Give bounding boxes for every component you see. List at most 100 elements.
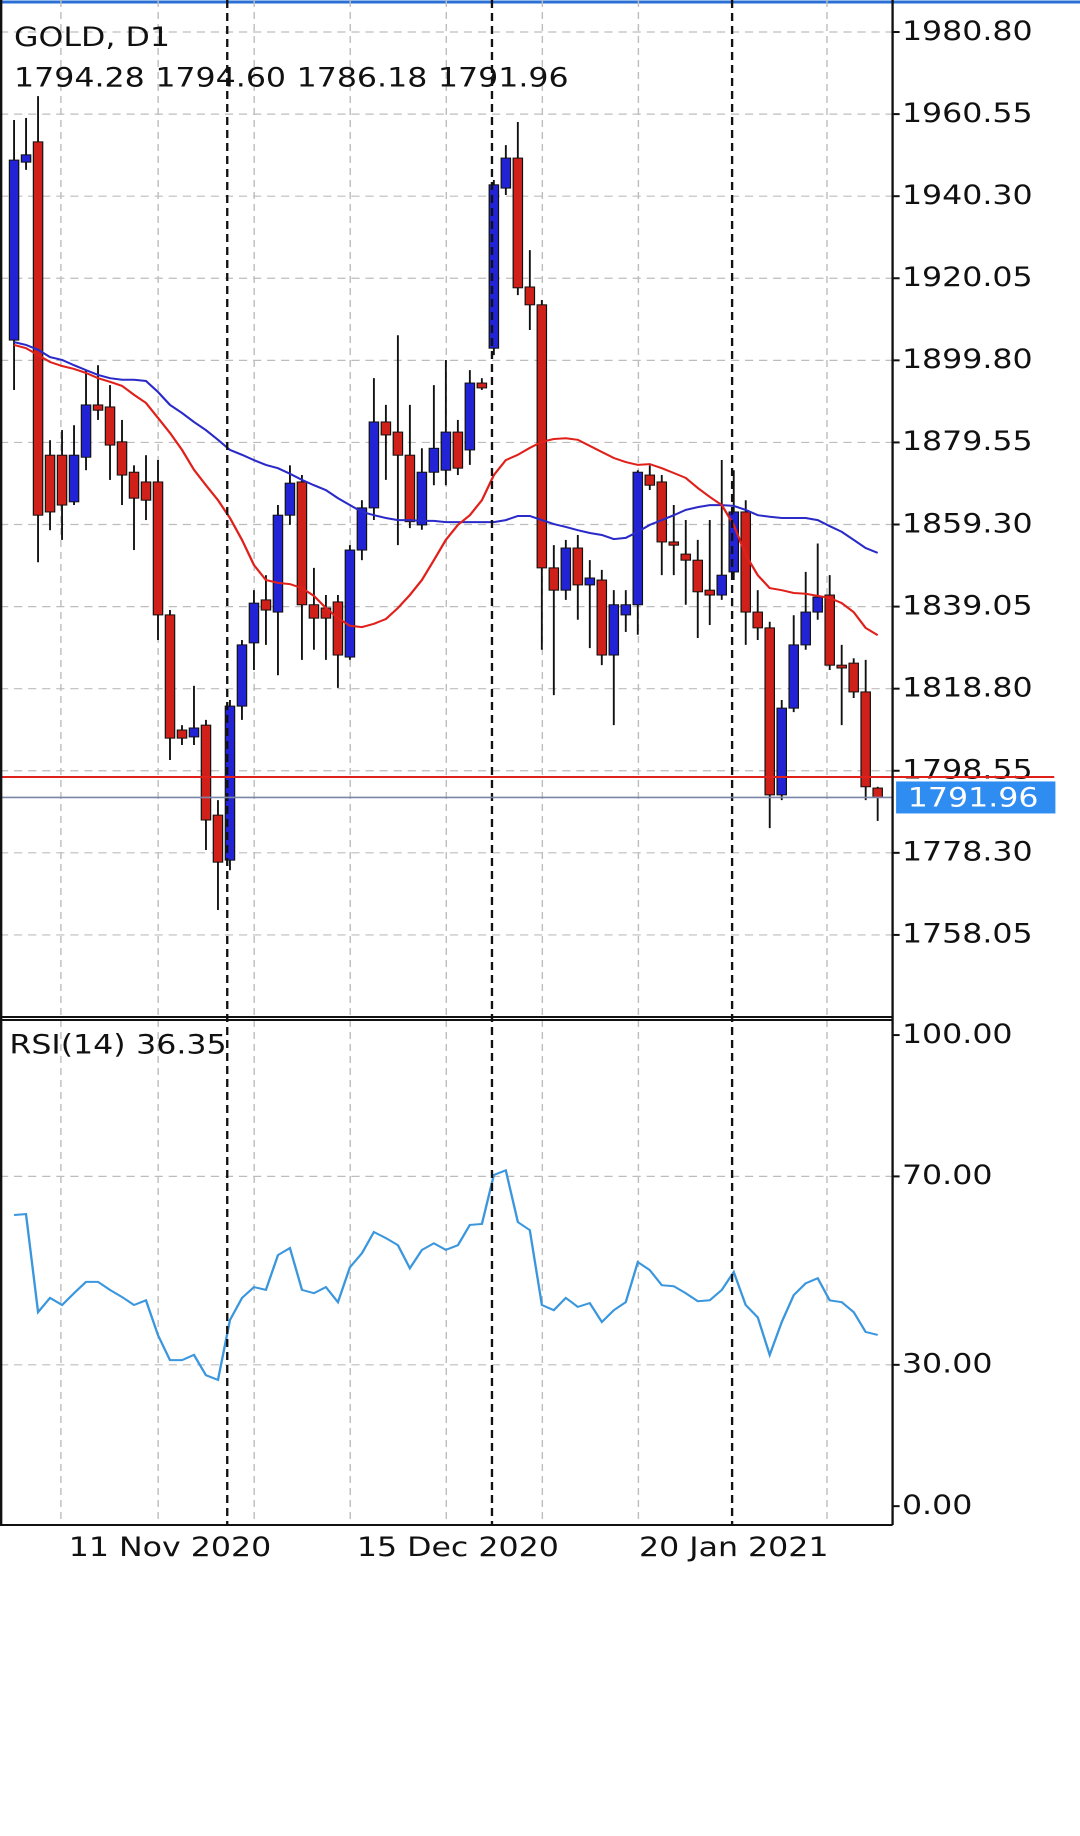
candle-body [716,574,728,596]
indicator-title: RSI(14) 36.35 [9,1028,226,1059]
candle-body [140,481,152,501]
candle-body [356,507,368,551]
candle-body [704,589,716,596]
candle-body [644,474,656,486]
candle-body [620,604,632,616]
price-tag [896,781,1056,814]
candle-body [512,157,524,289]
y-tick-label: 1798.55 [902,754,1033,785]
candle-body [596,579,608,656]
candle-body [560,547,572,591]
candle-body [656,481,668,543]
candle-body [8,159,20,341]
y-tick-label: 1818.80 [902,672,1033,703]
candle-body [188,727,200,738]
candle-body [56,454,68,506]
candle-body [728,511,740,573]
candle-body [272,514,284,613]
candle-body [416,471,428,526]
candle-body [548,567,560,591]
candle-body [392,431,404,456]
y-tick-label: 1960.55 [902,97,1033,128]
y-tick-label: 100.00 [902,1018,1013,1049]
ohlc-value: 1791.96 [438,61,569,92]
candle-body [452,431,464,469]
candle-body [800,611,811,646]
indicator-value: 36.35 [136,1028,226,1059]
y-tick-label: 1899.80 [902,343,1033,374]
ohlc-readout: 1794.28 1794.60 1786.18 1791.96 [14,61,569,92]
vertical-grid [60,0,828,1525]
candle-body [212,814,224,863]
candle-body [680,553,692,561]
candle-body [92,404,104,411]
candle-body [524,286,536,306]
ohlc-value: 1794.28 [14,61,145,92]
candle-body [20,154,32,163]
candle-body [332,601,344,656]
indicator-name: RSI(14) [9,1028,125,1059]
y-tick-label: 1758.05 [902,918,1033,949]
candle-body [692,559,704,593]
overlay-layer: 1980.80 1960.55 1940.30 1920.05 1899.80 1879.… [0,15,1056,1562]
moving-average [13,343,879,637]
candle-body [224,705,236,861]
candle-body [404,454,416,523]
y-tick-label: 1859.30 [902,508,1033,539]
candle-body [788,644,799,709]
candle-body [752,611,764,629]
candle-body [80,404,92,458]
candle-body [368,421,380,509]
candle-body [824,594,835,666]
candle-body [296,481,308,606]
candle-body [632,471,644,606]
candle-body [860,691,871,788]
candle-body [440,431,452,471]
candle-body [200,724,212,821]
candle-body [380,421,392,436]
candle-body [476,382,488,389]
candle-body [536,304,548,569]
moving-average [13,341,879,554]
y-tick-label: 70.00 [902,1159,992,1190]
y-tick-label: 1879.55 [902,425,1033,456]
candle-body [812,596,823,613]
candle-body [68,454,80,503]
candle-body [236,644,248,707]
candle-body [608,604,620,656]
candle-body [260,599,272,611]
chart-title: GOLD, D1 [14,21,170,52]
candle-body [764,627,775,796]
candle-body [32,141,44,516]
x-tick-label: 11 Nov 2020 [69,1531,271,1562]
candle-body [248,602,260,644]
y-tick-label: 1778.30 [902,836,1033,867]
candle-body [872,787,883,798]
x-tick-label: 20 Jan 2021 [639,1531,829,1562]
candle-body [488,184,500,349]
y-tick-label: 1940.30 [902,179,1033,210]
candle-body [164,614,176,739]
candle-body [152,481,164,616]
candle-body [464,382,476,451]
y-tick-label: 30.00 [902,1348,992,1379]
y-tick-label: 1980.80 [902,15,1033,46]
candle-body [836,664,847,669]
candle-body [284,482,296,516]
ohlc-value: 1794.60 [155,61,286,92]
candle-body [428,447,440,473]
y-tick-label: 0.00 [902,1489,972,1520]
candle-body [128,471,140,499]
candle-body [572,547,584,586]
candle-body [584,577,596,586]
candle-body [776,707,787,796]
candle-body [848,662,859,693]
y-tick-label: 1839.05 [902,590,1033,621]
x-tick-label: 15 Dec 2020 [357,1531,559,1562]
price-tag-label: 1791.96 [908,781,1039,812]
candle-body [176,729,188,739]
candle-body [668,541,680,546]
candle-body [104,406,116,446]
candle-body [308,604,320,619]
